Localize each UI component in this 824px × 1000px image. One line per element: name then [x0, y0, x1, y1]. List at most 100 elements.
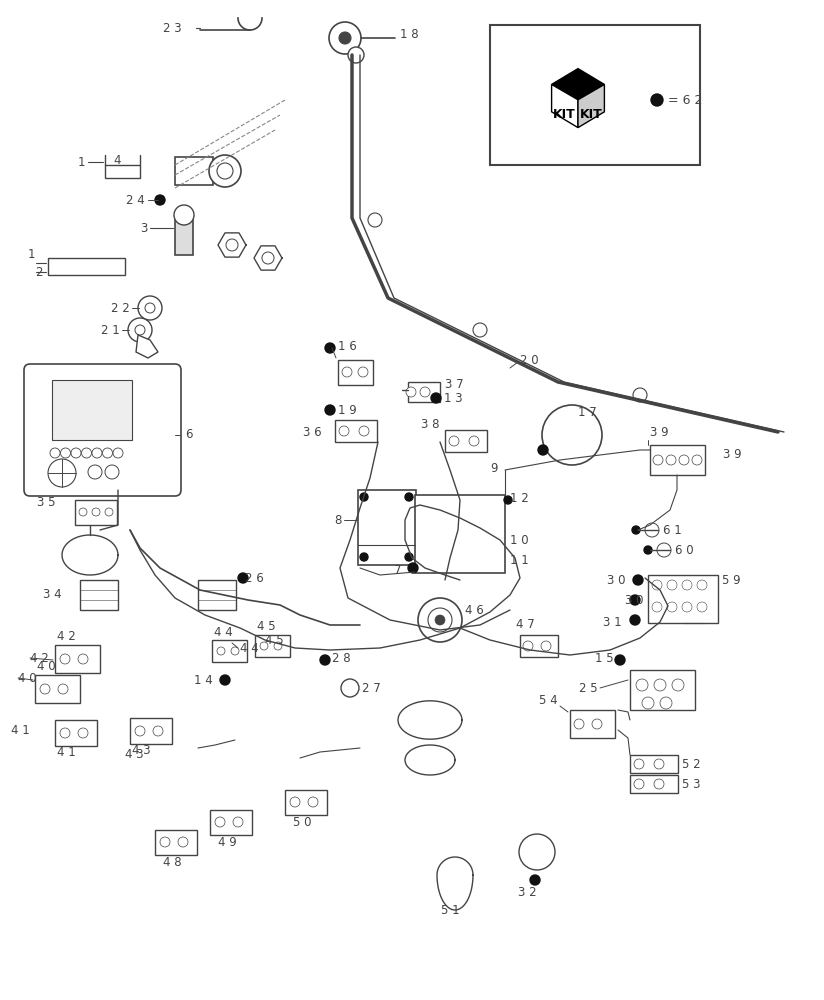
Circle shape — [692, 455, 702, 465]
Text: 3 8: 3 8 — [422, 418, 440, 432]
Circle shape — [644, 546, 652, 554]
Circle shape — [128, 318, 152, 342]
Circle shape — [260, 642, 268, 650]
Circle shape — [58, 684, 68, 694]
Text: 9: 9 — [490, 462, 498, 475]
Circle shape — [60, 448, 71, 458]
Text: 1 8: 1 8 — [400, 28, 419, 41]
Circle shape — [654, 779, 664, 789]
Circle shape — [654, 679, 666, 691]
Bar — [175, 157, 213, 185]
Polygon shape — [551, 69, 604, 100]
Bar — [358, 490, 416, 565]
Text: 1 0: 1 0 — [510, 534, 529, 546]
Bar — [338, 360, 373, 385]
Circle shape — [231, 647, 239, 655]
Circle shape — [358, 367, 368, 377]
Text: 1: 1 — [28, 248, 35, 261]
Circle shape — [359, 426, 369, 436]
Circle shape — [523, 641, 533, 651]
FancyBboxPatch shape — [24, 364, 181, 496]
Circle shape — [50, 448, 60, 458]
Text: KIT: KIT — [580, 108, 603, 121]
Circle shape — [341, 679, 359, 697]
Circle shape — [40, 684, 50, 694]
Bar — [80, 580, 118, 610]
Bar — [630, 775, 678, 793]
Circle shape — [348, 47, 364, 63]
Text: 2 0: 2 0 — [520, 354, 539, 366]
Text: 1 4: 1 4 — [194, 674, 213, 686]
Text: 2 5: 2 5 — [579, 682, 598, 694]
Bar — [648, 575, 718, 623]
Circle shape — [360, 553, 368, 561]
Text: 5 4: 5 4 — [540, 694, 558, 706]
Bar — [255, 635, 290, 657]
Bar — [130, 718, 172, 744]
Circle shape — [290, 797, 300, 807]
Circle shape — [48, 459, 76, 487]
Circle shape — [79, 508, 87, 516]
Circle shape — [102, 448, 113, 458]
Circle shape — [449, 436, 459, 446]
Circle shape — [60, 728, 70, 738]
Text: 4 3: 4 3 — [132, 744, 151, 756]
Text: KIT: KIT — [553, 108, 576, 121]
Bar — [198, 580, 236, 610]
Circle shape — [682, 602, 692, 612]
Circle shape — [642, 697, 654, 709]
Circle shape — [469, 436, 479, 446]
Circle shape — [657, 543, 671, 557]
Text: 4 3: 4 3 — [125, 748, 143, 762]
Text: 5 1: 5 1 — [441, 904, 459, 916]
Circle shape — [633, 388, 647, 402]
Circle shape — [113, 448, 123, 458]
Text: 4 2: 4 2 — [57, 631, 76, 644]
Circle shape — [682, 580, 692, 590]
Text: 3 9: 3 9 — [723, 448, 742, 462]
Polygon shape — [48, 258, 125, 275]
Text: 4 5: 4 5 — [257, 620, 275, 634]
Circle shape — [636, 679, 648, 691]
Bar — [52, 380, 132, 440]
Text: 1 9: 1 9 — [338, 403, 357, 416]
Circle shape — [135, 325, 145, 335]
Circle shape — [504, 496, 512, 504]
Text: 1 2: 1 2 — [510, 491, 529, 504]
Bar — [35, 675, 80, 703]
Text: 2 4: 2 4 — [126, 194, 145, 207]
Bar — [445, 430, 487, 452]
Circle shape — [178, 837, 188, 847]
Circle shape — [660, 697, 672, 709]
Circle shape — [431, 393, 441, 403]
Text: 3 2: 3 2 — [517, 886, 536, 898]
Circle shape — [135, 726, 145, 736]
Text: 6: 6 — [185, 428, 193, 442]
Circle shape — [339, 426, 349, 436]
Circle shape — [155, 195, 165, 205]
Circle shape — [420, 387, 430, 397]
Text: 1 5: 1 5 — [596, 652, 614, 664]
Text: 8: 8 — [335, 514, 342, 526]
Circle shape — [92, 508, 100, 516]
Bar — [520, 635, 558, 657]
Circle shape — [666, 455, 676, 465]
Text: 4 6: 4 6 — [465, 603, 484, 616]
Circle shape — [615, 655, 625, 665]
Circle shape — [274, 642, 282, 650]
Circle shape — [368, 213, 382, 227]
Circle shape — [408, 563, 418, 573]
Circle shape — [82, 448, 91, 458]
Text: 6 0: 6 0 — [675, 544, 694, 556]
Circle shape — [262, 252, 274, 264]
Text: 1 3: 1 3 — [444, 391, 462, 404]
Circle shape — [667, 580, 677, 590]
Text: 2: 2 — [35, 265, 43, 278]
Bar — [55, 720, 97, 746]
Circle shape — [360, 493, 368, 501]
Circle shape — [325, 405, 335, 415]
Circle shape — [667, 602, 677, 612]
Circle shape — [406, 387, 416, 397]
Text: 2 1: 2 1 — [101, 324, 120, 336]
Bar — [630, 670, 695, 710]
